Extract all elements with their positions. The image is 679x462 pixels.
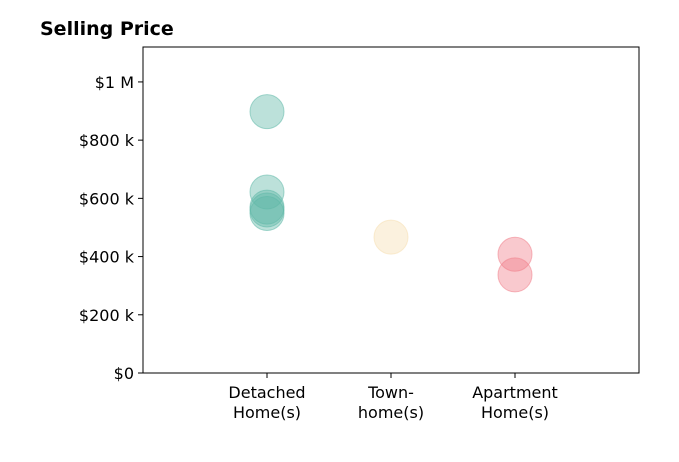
data-point-0-1: [249, 174, 285, 210]
chart-title: Selling Price: [40, 18, 174, 40]
y-tick-label: $800 k: [79, 131, 135, 150]
y-tick-label: $200 k: [79, 306, 135, 325]
data-point-2-0: [497, 236, 533, 272]
data-point-0-0: [249, 94, 285, 130]
data-point-1-0: [373, 219, 409, 255]
x-tick-label: Apartment Home(s): [472, 383, 558, 422]
y-tick-label: $400 k: [79, 248, 135, 267]
data-point-2-1: [497, 257, 533, 293]
points-layer: [249, 94, 533, 293]
x-tick-label: Detached Home(s): [228, 383, 305, 422]
y-axis: $0 $200 k $400 k $600 k $800 k $1 M: [79, 73, 143, 383]
data-point-0-4: [249, 195, 285, 231]
plot-frame: [142, 46, 640, 374]
y-tick-label: $1 M: [95, 73, 134, 92]
y-tick-label: $0: [114, 364, 134, 383]
y-tick-label: $600 k: [79, 189, 135, 208]
x-tick-label: Town-home(s): [358, 383, 424, 422]
x-axis: Detached Home(s) Town-home(s) Apartment Home…: [228, 373, 558, 422]
